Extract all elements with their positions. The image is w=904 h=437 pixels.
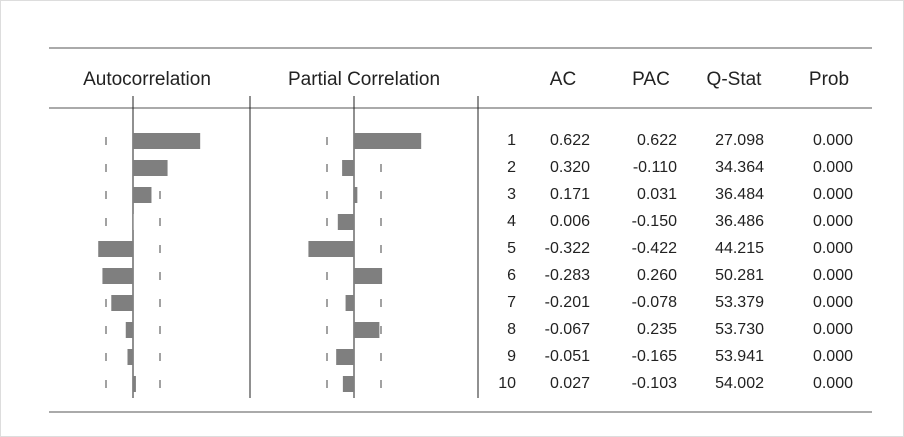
cell: 0.320	[550, 159, 590, 176]
correlation-bar	[342, 160, 354, 176]
correlation-bar	[342, 376, 354, 392]
cell: 8	[507, 321, 516, 338]
cell: 0.622	[637, 132, 677, 149]
cell: 0.000	[813, 321, 853, 338]
correlation-bar	[354, 133, 422, 149]
correlation-bar	[125, 322, 133, 338]
cell: 34.364	[715, 159, 764, 176]
cell: 53.379	[715, 294, 764, 311]
cell: 54.002	[715, 375, 764, 392]
cell: 5	[507, 240, 516, 257]
correlation-bar	[102, 268, 133, 284]
header: AC	[550, 69, 576, 90]
cell: 53.941	[715, 348, 764, 365]
correlation-bar	[354, 268, 383, 284]
cell: 0.000	[813, 186, 853, 203]
cell: 0.260	[637, 267, 677, 284]
header: Partial Correlation	[288, 69, 440, 90]
correlation-bar	[98, 241, 133, 257]
cell: 3	[507, 186, 516, 203]
cell: 0.235	[637, 321, 677, 338]
cell: -0.110	[633, 159, 677, 176]
cell: 4	[507, 213, 516, 230]
correlation-bar	[354, 187, 358, 203]
cell: 0.031	[637, 186, 677, 203]
cell: 0.622	[550, 132, 590, 149]
cell: 1	[507, 132, 516, 149]
cell: -0.067	[545, 321, 590, 338]
cell: 0.000	[813, 132, 853, 149]
cell: 27.098	[715, 132, 764, 149]
cell: 0.027	[550, 375, 590, 392]
cell: 0.006	[550, 213, 590, 230]
cell: -0.283	[545, 267, 590, 284]
header: PAC	[632, 69, 670, 90]
header: Q-Stat	[707, 69, 763, 90]
correlation-bar	[133, 160, 168, 176]
cell: 44.215	[715, 240, 764, 257]
cell: 7	[507, 294, 516, 311]
cell: 53.730	[715, 321, 764, 338]
cell: 10	[498, 375, 516, 392]
cell: -0.103	[632, 375, 677, 392]
cell: 36.484	[715, 186, 764, 203]
cell: -0.422	[632, 240, 677, 257]
cell: -0.150	[632, 213, 677, 230]
cell: -0.051	[545, 348, 590, 365]
correlation-bar	[111, 295, 133, 311]
cell: 50.281	[715, 267, 764, 284]
cell: 0.171	[550, 186, 590, 203]
header: Prob	[809, 69, 849, 90]
cell: -0.078	[632, 294, 677, 311]
cell: 0.000	[813, 240, 853, 257]
cell: 0.000	[813, 348, 853, 365]
cell: 0.000	[813, 375, 853, 392]
correlation-bar	[133, 133, 201, 149]
correlation-bar	[133, 214, 134, 230]
correlation-bar	[345, 295, 354, 311]
correlation-bar	[133, 187, 152, 203]
cell: 36.486	[715, 213, 764, 230]
cell: 0.000	[813, 213, 853, 230]
cell: -0.165	[632, 348, 677, 365]
cell: 2	[507, 159, 516, 176]
cell: 9	[507, 348, 516, 365]
correlation-bar	[336, 349, 354, 365]
correlation-bar	[337, 214, 354, 230]
correlation-bar	[354, 322, 380, 338]
correlation-bar	[133, 376, 136, 392]
header: Autocorrelation	[83, 69, 211, 90]
correlation-bar	[127, 349, 133, 365]
cell: 0.000	[813, 267, 853, 284]
correlation-bar	[308, 241, 354, 257]
cell: 0.000	[813, 294, 853, 311]
cell: -0.201	[545, 294, 590, 311]
cell: 0.000	[813, 159, 853, 176]
cell: -0.322	[545, 240, 590, 257]
cell: 6	[507, 267, 516, 284]
